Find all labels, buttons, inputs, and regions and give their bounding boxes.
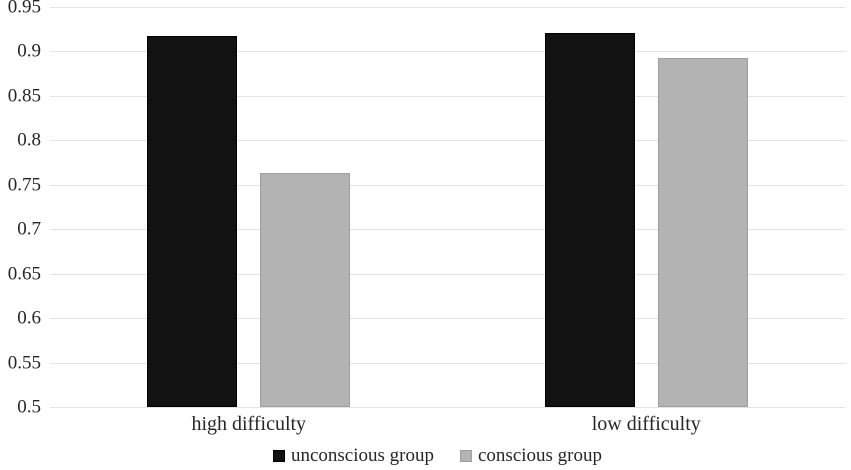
bar-low-difficulty-unconscious-group	[544, 32, 635, 407]
x-axis: high difficulty low difficulty	[50, 413, 845, 436]
gridline	[50, 407, 845, 408]
gridline	[50, 140, 845, 142]
legend-label-unconscious-group: unconscious group	[290, 445, 434, 466]
y-axis-tick-label: 0.5	[17, 396, 41, 418]
gridline	[50, 318, 845, 320]
bar-high-difficulty-conscious-group	[260, 173, 351, 407]
gridline	[50, 51, 845, 53]
category-label-low-difficulty: low difficulty	[591, 413, 701, 435]
y-axis-tick-label: 0.65	[7, 263, 41, 285]
gridline	[50, 362, 845, 364]
legend-item-unconscious-group: unconscious group	[272, 445, 434, 467]
gridline	[50, 273, 845, 275]
plot-area	[50, 7, 845, 408]
gridline	[50, 229, 845, 231]
bar-high-difficulty-unconscious-group	[147, 36, 238, 407]
y-axis-tick-label: 0.7	[17, 218, 41, 240]
y-axis-tick-label: 0.9	[17, 40, 41, 62]
y-axis-tick-label: 0.85	[7, 85, 41, 107]
legend-item-conscious-group: conscious group	[460, 445, 602, 467]
y-axis-tick-label: 0.8	[17, 129, 41, 151]
gridline	[50, 7, 845, 8]
y-axis-tick-label: 0.6	[17, 307, 41, 329]
y-axis-tick-label: 0.55	[7, 352, 41, 374]
legend-swatch-unconscious-group	[272, 450, 285, 462]
bar-low-difficulty-conscious-group	[657, 57, 748, 407]
gridline	[50, 184, 845, 186]
y-axis-tick-label: 0.95	[7, 0, 41, 18]
y-axis-tick-label: 0.75	[7, 174, 41, 196]
y-axis: 0.95 0.9 0.85 0.8 0.75 0.7 0.65 0.6 0.55 0.5	[0, 0, 41, 417]
legend: unconscious group conscious group	[12, 445, 851, 467]
legend-swatch-conscious-group	[460, 450, 472, 462]
gridline	[50, 95, 845, 97]
legend-label-conscious-group: conscious group	[478, 445, 603, 466]
category-label-high-difficulty: high difficulty	[191, 413, 307, 435]
